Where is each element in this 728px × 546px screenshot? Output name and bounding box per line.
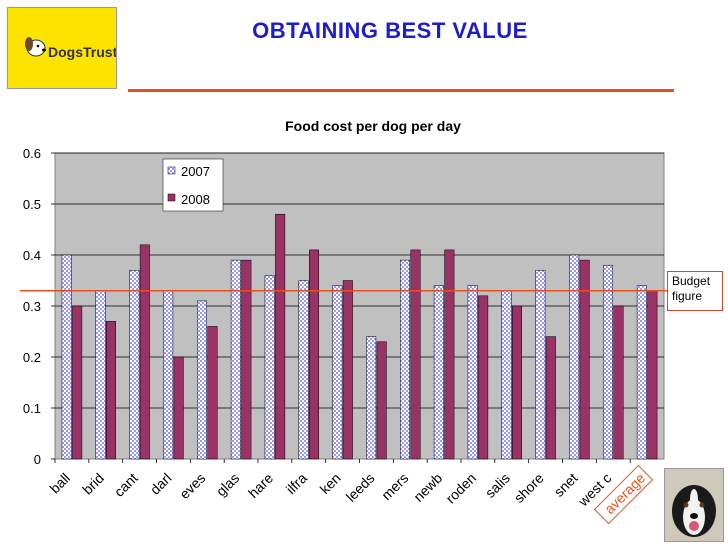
legend: 2007 2008 xyxy=(162,158,224,212)
bar-2007 xyxy=(197,300,207,460)
bar-2007 xyxy=(433,285,444,460)
bar-2008 xyxy=(309,249,319,460)
legend-label-2008: 2008 xyxy=(181,192,210,207)
budget-label-box: Budget figure xyxy=(667,271,723,311)
bar-2008 xyxy=(342,280,353,460)
logo-text: DogsTrust xyxy=(48,44,116,60)
bar-2007 xyxy=(129,270,140,460)
x-tick-label: glas xyxy=(213,470,242,499)
gridlines xyxy=(51,152,664,463)
x-tick-label: cant xyxy=(111,470,141,500)
bar-2007 xyxy=(501,290,512,460)
bar-2008 xyxy=(207,326,218,460)
y-tick-label: 0.5 xyxy=(23,197,41,212)
x-tick-label: mers xyxy=(378,470,411,503)
dogs-trust-logo: DogsTrust xyxy=(7,7,118,89)
budget-label-line-1: Budget xyxy=(672,274,711,288)
bar-2008 xyxy=(72,305,83,460)
bar-2008 xyxy=(545,336,556,460)
y-tick-label: 0.1 xyxy=(23,401,41,416)
bar-2008 xyxy=(478,295,489,460)
x-tick-label: ball xyxy=(46,470,73,497)
legend-label-2007: 2007 xyxy=(181,164,210,179)
bar-2008 xyxy=(139,244,150,460)
bar-2008 xyxy=(613,305,624,460)
bar-2007 xyxy=(61,254,72,460)
x-axis-ticks: ball brid cant darl eves glas hare ilfra kenleed… xyxy=(46,464,654,525)
x-tick-label: hare xyxy=(245,470,276,501)
x-tick-label: shore xyxy=(511,470,547,506)
x-tick-label: eves xyxy=(176,470,208,502)
bars xyxy=(61,213,658,460)
x-tick-label: snet xyxy=(551,470,581,500)
x-tick-label: leeds xyxy=(343,470,378,505)
x-tick-label: newb xyxy=(410,470,445,505)
bar-2007 xyxy=(95,290,106,460)
dog-face-icon xyxy=(665,469,723,541)
bar-2008 xyxy=(275,213,286,460)
dog-logo-icon: DogsTrust xyxy=(25,37,118,60)
legend-swatch-2008 xyxy=(167,193,176,202)
bar-2007 xyxy=(366,336,377,460)
bar-2007 xyxy=(535,270,546,460)
average-highlight-box xyxy=(593,464,654,525)
y-axis-ticks: 0 0.1 0.2 0.3 0.4 0.5 0.6 xyxy=(23,146,41,467)
x-tick-label: ken xyxy=(317,470,344,497)
bar-2007 xyxy=(569,254,580,460)
bar-2007 xyxy=(636,285,647,460)
bar-2007 xyxy=(332,285,343,460)
page-title: OBTAINING BEST VALUE xyxy=(252,18,528,43)
bar-2007 xyxy=(230,259,241,460)
legend-swatch-2007 xyxy=(167,166,176,175)
bar-2008 xyxy=(579,259,590,460)
dog-photo xyxy=(664,468,724,542)
bar-2008 xyxy=(173,356,184,460)
x-tick-label: roden xyxy=(442,470,479,507)
y-tick-label: 0.4 xyxy=(23,248,41,263)
bar-2007 xyxy=(467,285,478,460)
y-tick-label: 0 xyxy=(34,452,41,467)
bar-2007 xyxy=(400,259,410,460)
bar-2008 xyxy=(410,249,421,460)
bar-2008 xyxy=(647,290,658,460)
bar-2007 xyxy=(603,264,613,460)
y-tick-label: 0.3 xyxy=(23,299,41,314)
x-tick-label: ilfra xyxy=(283,470,310,497)
x-tick-label: darl xyxy=(147,470,175,498)
bar-2008 xyxy=(444,249,455,460)
bar-2007 xyxy=(264,275,275,460)
title-divider xyxy=(128,89,674,92)
chart-title: Food cost per dog per day xyxy=(285,118,461,134)
bar-2008 xyxy=(376,341,387,460)
bar-2008 xyxy=(241,259,252,460)
y-tick-label: 0.2 xyxy=(23,350,41,365)
x-tick-label: brid xyxy=(79,470,107,498)
bar-2007 xyxy=(163,290,174,460)
bar-2007 xyxy=(298,280,309,460)
bar-2008 xyxy=(512,305,522,460)
bar-2008 xyxy=(106,321,116,460)
x-tick-label: salis xyxy=(482,470,513,501)
budget-label-line-2: figure xyxy=(672,289,703,303)
y-tick-label: 0.6 xyxy=(23,146,41,161)
